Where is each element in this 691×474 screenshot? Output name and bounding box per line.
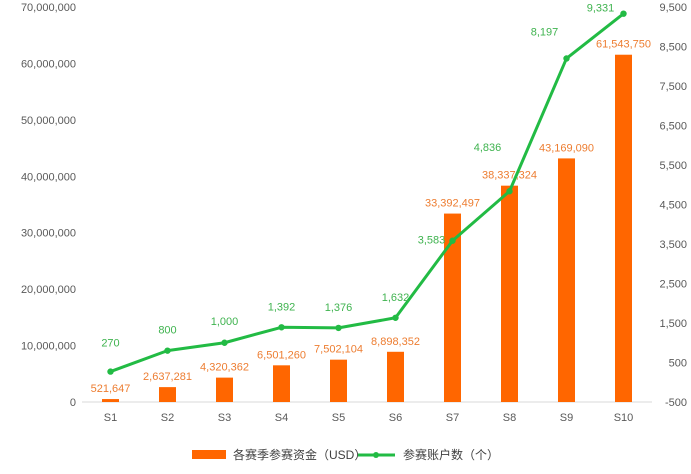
left-tick-label: 50,000,000 [21, 115, 76, 127]
line-point [392, 314, 399, 321]
right-tick-label: 5,500 [659, 160, 687, 172]
bar [501, 185, 518, 402]
bar [273, 365, 290, 402]
x-tick-label: S1 [104, 412, 117, 424]
x-tick-label: S5 [332, 412, 345, 424]
x-tick-label: S10 [614, 412, 634, 424]
left-tick-label: 20,000,000 [21, 284, 76, 296]
bar [444, 213, 461, 402]
right-tick-label: 2,500 [659, 279, 687, 291]
line-point [107, 368, 114, 375]
line-point [449, 237, 456, 244]
line-data-label: 800 [158, 325, 176, 337]
right-tick-label: 8,500 [659, 42, 687, 54]
left-tick-label: 30,000,000 [21, 228, 76, 240]
bar-data-label: 33,392,497 [425, 198, 480, 210]
left-tick-label: 0 [70, 397, 76, 409]
line-data-label: 1,000 [211, 316, 239, 328]
legend-line-label: 参赛账户数（个） [403, 447, 499, 462]
bar [216, 377, 233, 402]
line-data-label: 1,376 [325, 302, 353, 314]
bar [615, 54, 632, 403]
bar-series [102, 54, 632, 403]
line-series [107, 10, 627, 375]
right-tick-label: 500 [669, 358, 687, 370]
legend-bar-swatch [192, 450, 226, 459]
left-tick-label: 60,000,000 [21, 58, 76, 70]
series-line [109, 12, 625, 373]
x-tick-label: S6 [389, 412, 402, 424]
line-data-label: 4,836 [474, 142, 502, 154]
line-point [620, 10, 627, 17]
right-tick-label: -500 [665, 397, 687, 409]
bar [387, 351, 404, 402]
line-data-label: 1,392 [268, 301, 296, 313]
bar [558, 158, 575, 402]
line-data-label: 270 [101, 338, 119, 350]
bar-data-label: 8,898,352 [371, 336, 420, 348]
x-tick-label: S2 [161, 412, 174, 424]
bar-data-label: 6,501,260 [257, 349, 306, 361]
left-tick-label: 10,000,000 [21, 341, 76, 353]
left-axis: 0 10,000,000 20,000,000 30,000,000 40,000,00… [21, 2, 76, 409]
line-point [335, 324, 342, 332]
right-tick-label: 6,500 [659, 121, 687, 133]
bar-data-labels: 521,647 2,637,281 4,320,362 6,501,260 7,502,… [91, 39, 651, 395]
bar-data-label: 521,647 [91, 383, 131, 395]
bar-data-label: 43,169,090 [539, 142, 594, 154]
right-tick-label: 7,500 [659, 81, 687, 93]
line-point [164, 347, 171, 354]
line-point [221, 339, 228, 346]
line-data-label: 3,583 [418, 235, 446, 247]
line-point [506, 188, 513, 195]
x-axis: S1 S2 S3 S4 S5 S6 S7 S8 S9 S10 [104, 412, 634, 424]
bar [102, 399, 119, 402]
legend: 各赛季参赛资金（USD） 参赛账户数（个） [192, 447, 499, 462]
right-tick-label: 9,500 [659, 2, 687, 14]
left-tick-label: 40,000,000 [21, 171, 76, 183]
bar-data-label: 4,320,362 [200, 362, 249, 374]
line-data-labels: 270 800 1,000 1,392 1,376 1,632 3,583 4,836 8,19… [101, 3, 614, 350]
line-data-label: 8,197 [531, 26, 559, 38]
x-tick-label: S3 [218, 412, 231, 424]
bar [159, 387, 176, 402]
bar-data-label: 2,637,281 [143, 371, 192, 383]
left-tick-label: 70,000,000 [21, 2, 76, 14]
x-tick-label: S9 [560, 412, 573, 424]
right-tick-label: 1,500 [659, 318, 687, 330]
right-axis: -500 500 1,500 2,500 3,500 4,500 5,500 6,500 7,5… [659, 2, 687, 409]
legend-line-marker [373, 452, 379, 458]
line-point [563, 55, 570, 62]
line-point [278, 324, 285, 331]
bar-data-label: 38,337,324 [482, 170, 537, 182]
x-tick-label: S4 [275, 412, 288, 424]
bar-data-label: 7,502,104 [314, 344, 363, 356]
right-tick-label: 4,500 [659, 200, 687, 212]
right-tick-label: 3,500 [659, 239, 687, 251]
line-data-label: 9,331 [587, 3, 615, 15]
bar-data-label: 61,543,750 [596, 39, 651, 51]
legend-bar-label: 各赛季参赛资金（USD） [233, 447, 366, 462]
line-data-label: 1,632 [382, 292, 410, 304]
x-tick-label: S8 [503, 412, 516, 424]
x-tick-label: S7 [446, 412, 459, 424]
bar [330, 359, 347, 402]
